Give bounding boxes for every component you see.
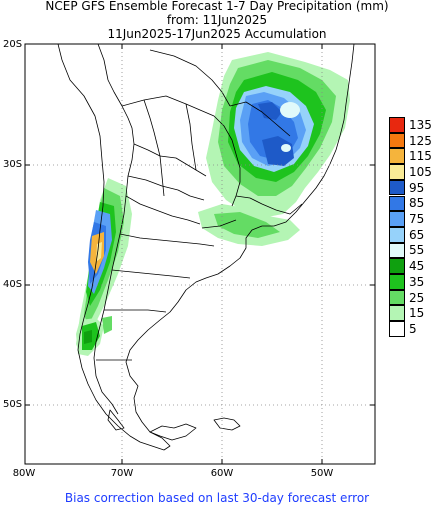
axis-ticks [25,44,375,464]
colorbar-label: 115 [409,149,432,164]
colorbar-swatch [389,258,405,274]
colorbar-swatch [389,226,405,243]
colorbar-swatch [389,289,405,306]
colorbar-swatch [389,148,405,165]
province-border-11 [201,219,237,229]
colorbar-label: 95 [409,180,425,195]
colorbar-swatch [389,195,405,212]
lon-label-70w: 70W [110,468,134,479]
province-border-3 [125,195,201,225]
lat-label-40s: 40S [3,279,23,290]
colorbar-swatch [389,274,405,290]
chile-island [107,409,125,431]
uruguay-border [235,195,303,215]
colorbar-label: 35 [409,274,425,289]
province-border-10 [143,99,161,157]
accumulation-period: 11Jun2025-17Jun2025 Accumulation [107,27,327,41]
colorbar-label: 45 [409,259,425,274]
lon-label-80w: 80W [12,468,36,479]
colorbar-label: 55 [409,243,425,258]
paraguay-brazil-border [229,101,291,137]
precip-area-central [198,204,300,246]
colorbar-label: 5 [409,321,417,336]
province-border-4 [119,233,215,247]
colorbar-label: 75 [409,212,425,227]
colorbar-label: 85 [409,196,425,211]
bias-correction-note: Bias correction based on last 30-day for… [64,491,370,505]
lon-label-50w: 50W [310,468,334,479]
coastline [57,44,355,451]
province-border-6 [104,309,167,313]
tierra-del-fuego [149,423,197,441]
colorbar-label: 105 [409,164,432,179]
colorbar-swatch [389,305,405,322]
precip-area-northeast [206,52,350,218]
colorbar-swatch [389,179,405,196]
lat-label-50s: 50S [3,399,23,410]
map-area [25,44,375,464]
colorbar-label: 25 [409,290,425,305]
colorbar-label: 65 [409,227,425,242]
colorbar-swatch [389,242,405,259]
colorbar-swatch [389,211,405,227]
colorbar-swatch [389,132,405,149]
lat-label-30s: 30S [3,159,23,170]
lat-label-20s: 20S [3,39,23,50]
map-frame [24,43,376,465]
colorbar-swatch [389,164,405,180]
province-border-2 [127,175,205,201]
bolivia-brazil-border [149,49,231,107]
colorbar-swatch [389,117,405,133]
falkland-islands [213,417,241,431]
map-title: NCEP GFS Ensemble Forecast 1-7 Day Preci… [45,0,389,13]
forecast-init-date: from: 11Jun2025 [166,13,268,27]
province-border-8 [159,155,165,197]
colorbar-swatch [389,321,405,337]
colorbar-label: 125 [409,133,432,148]
bolivia-paraguay-border [121,95,241,207]
province-border-5 [111,269,191,279]
colorbar-label: 135 [409,117,432,132]
lon-label-60w: 60W [210,468,234,479]
colorbar-label: 15 [409,306,425,321]
province-border-9 [185,103,197,171]
